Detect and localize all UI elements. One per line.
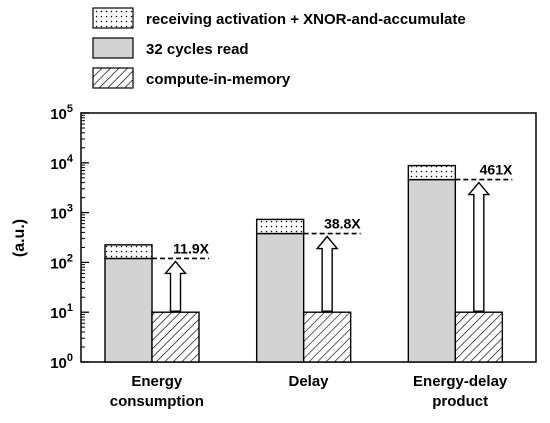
y-tick-label: 103 (50, 203, 73, 223)
bar-32-cycles-read (104, 257, 153, 363)
y-axis-label: (a.u.) (11, 219, 28, 257)
bar-receiving-activation (255, 218, 305, 235)
bars-group (104, 164, 504, 363)
legend: receiving activation + XNOR-and-accumula… (92, 7, 466, 89)
improvement-label: 461X (480, 162, 513, 178)
legend-label-hatch: compute-in-memory (146, 71, 291, 88)
legend-swatch-hatch (92, 67, 134, 89)
y-tick-label: 104 (50, 153, 74, 173)
improvement-arrow (164, 260, 187, 312)
bar-32-cycles-read (407, 178, 457, 363)
legend-item-hatch: compute-in-memory (92, 67, 291, 89)
bar-compute-in-memory (454, 311, 504, 363)
y-tick-label: 100 (50, 352, 73, 372)
category-label: product (432, 393, 488, 410)
y-tick-label: 102 (50, 252, 73, 272)
legend-label-gray: 32 cycles read (146, 41, 249, 58)
legend-swatch-dots (92, 7, 134, 29)
category-label: Delay (288, 373, 329, 390)
bar-compute-in-memory (302, 311, 352, 363)
legend-swatch-gray (92, 37, 134, 59)
improvement-arrow (315, 235, 339, 312)
y-axis-ticks: 100 101 102 103 104 105 (50, 103, 89, 372)
category-label: consumption (110, 393, 204, 410)
legend-item-gray: 32 cycles read (92, 37, 249, 59)
bar-32-cycles-read (255, 232, 305, 363)
legend-item-dots: receiving activation + XNOR-and-accumula… (92, 7, 466, 29)
legend-label-dots: receiving activation + XNOR-and-accumula… (146, 11, 466, 28)
improvement-arrow (467, 181, 491, 312)
bar-compute-in-memory (151, 311, 200, 363)
category-label: Energy-delay (413, 373, 508, 390)
bar-receiving-activation (407, 164, 457, 181)
y-tick-label: 101 (50, 302, 73, 322)
improvement-label: 11.9X (173, 240, 209, 256)
category-label: Energy (131, 373, 183, 390)
improvement-label: 38.8X (324, 216, 361, 232)
category-labels: Energy consumption Delay Energy-delay produc… (110, 373, 508, 410)
bar-receiving-activation (104, 244, 153, 260)
annotations-group: 11.9X 38.8X 461X (152, 162, 513, 312)
y-tick-label: 105 (50, 103, 73, 123)
